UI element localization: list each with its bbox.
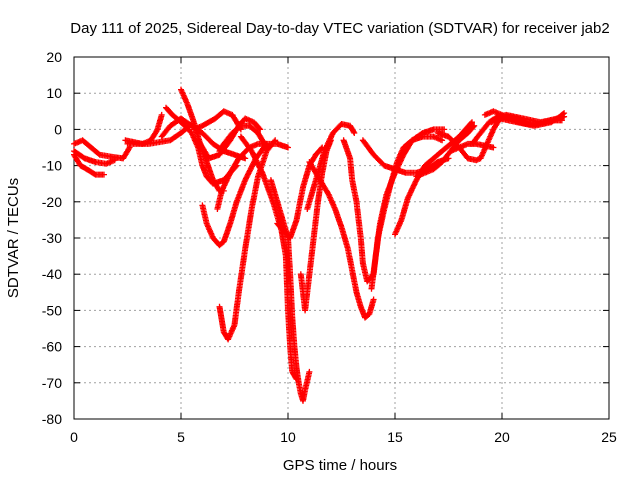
grid-lines [74, 57, 609, 419]
y-tick-labels: -80 -70 -60 -50 -40 -30 -20 -10 0 10 20 [42, 49, 62, 427]
series-markers [237, 133, 300, 383]
series-markers [124, 122, 193, 147]
y-tick-label: 0 [54, 121, 62, 137]
series-track-23 [368, 126, 448, 292]
x-tick-label: 25 [601, 429, 617, 445]
series-markers [178, 86, 227, 194]
y-tick-label: -40 [42, 266, 62, 282]
series-track-12 [190, 108, 244, 133]
series-track-17 [274, 144, 326, 241]
series-markers [216, 137, 279, 343]
series-track-13 [216, 122, 270, 155]
series-track-2 [71, 137, 133, 162]
series-track-3 [71, 148, 118, 167]
chart-title: Day 111 of 2025, Sidereal Day-to-day VTE… [70, 20, 609, 37]
series-track-5 [124, 122, 193, 147]
series-markers [306, 159, 377, 321]
y-tick-label: -70 [42, 375, 62, 391]
series-markers [304, 121, 358, 212]
y-tick-label: -60 [42, 339, 62, 355]
x-tick-label: 15 [387, 429, 403, 445]
series-markers [190, 108, 244, 133]
series-track-28 [469, 111, 568, 147]
series-markers [368, 126, 448, 292]
y-tick-label: 10 [46, 85, 62, 101]
series-track-1 [71, 151, 107, 178]
series-track-20 [304, 121, 358, 212]
axis-ticks [73, 56, 610, 420]
x-tick-label: 0 [70, 429, 78, 445]
series-markers [469, 111, 568, 147]
series-markers [340, 133, 446, 285]
x-tick-label: 10 [280, 429, 296, 445]
series-markers [71, 148, 118, 167]
series-markers [488, 110, 568, 129]
y-tick-label: -50 [42, 302, 62, 318]
y-axis-label: SDTVAR / TECUs [5, 178, 22, 298]
y-tick-label: -30 [42, 230, 62, 246]
series-markers [274, 144, 326, 241]
series-track-30 [488, 110, 568, 129]
x-tick-label: 20 [494, 429, 510, 445]
series-markers [71, 137, 133, 162]
series-track-15 [237, 133, 300, 383]
y-tick-label: -80 [42, 411, 62, 427]
y-tick-label: -10 [42, 158, 62, 174]
data-series [71, 86, 568, 404]
series-track-18 [297, 137, 334, 314]
y-tick-label: 20 [46, 49, 62, 65]
x-tick-labels: 0 5 10 15 20 25 [70, 429, 617, 445]
series-markers [297, 137, 334, 314]
y-tick-label: -20 [42, 194, 62, 210]
series-track-8 [178, 86, 227, 194]
series-track-21 [340, 133, 446, 285]
x-tick-label: 5 [177, 429, 185, 445]
x-axis-label: GPS time / hours [283, 457, 397, 474]
series-markers [71, 151, 107, 178]
series-markers [216, 122, 270, 155]
series-track-19 [306, 159, 377, 321]
series-track-14 [216, 137, 279, 343]
